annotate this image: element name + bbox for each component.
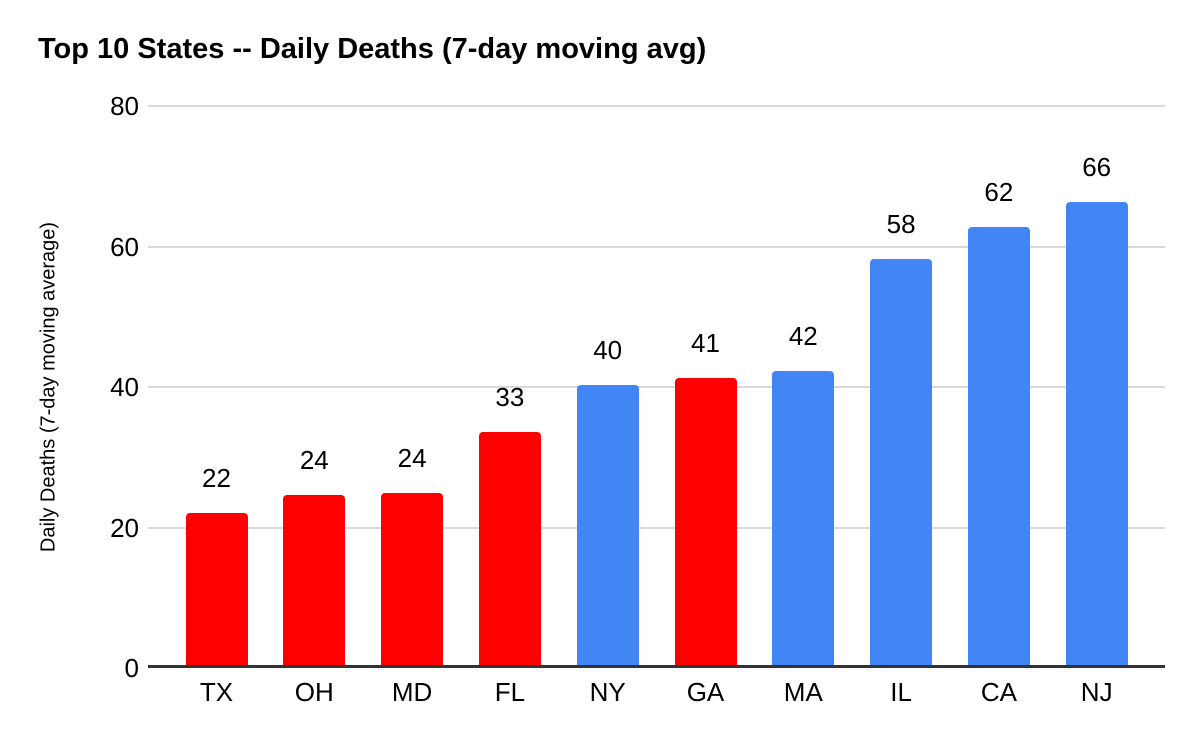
x-tick-label: MA [783, 677, 823, 707]
bar [478, 432, 541, 665]
bar-value-label: 66 [1082, 152, 1112, 183]
x-tick-label: MD [391, 677, 433, 707]
bar-value-label: 41 [691, 328, 720, 359]
x-tick-label: NJ [1080, 677, 1113, 707]
y-tick-label: 60 [110, 231, 139, 262]
bar-value-label: 62 [984, 177, 1014, 208]
gridline [148, 245, 1165, 248]
y-tick-label: 0 [124, 653, 139, 683]
x-tick-label: FL [494, 677, 526, 707]
bar-value-label: 33 [495, 382, 525, 413]
x-tick-label: GA [686, 677, 725, 707]
bar-value-label: 40 [593, 334, 623, 365]
gridline [148, 386, 1165, 388]
x-tick-label: IL [890, 677, 912, 707]
x-tick-label: CA [980, 677, 1017, 707]
x-tick-label: NY [589, 677, 626, 707]
plot-area: 22 24 24 33 40 41 42 58 62 66 [148, 105, 1165, 668]
bar-value-label: 58 [886, 208, 916, 239]
y-tick-label: 20 [110, 512, 139, 543]
bar [283, 495, 346, 665]
bar [1065, 202, 1128, 665]
bar [674, 378, 737, 665]
chart-title: Top 10 States -- Daily Deaths (7-day mov… [38, 33, 707, 65]
bar-value-label: 22 [202, 462, 231, 493]
bar-value-label: 24 [299, 445, 329, 475]
bar [870, 258, 933, 665]
y-tick-label: 40 [110, 372, 139, 402]
bar [185, 512, 248, 665]
bar [576, 384, 639, 665]
gridline [148, 105, 1165, 107]
bar [772, 370, 835, 665]
bar-value-label: 42 [788, 320, 818, 351]
bar [967, 227, 1030, 665]
y-tick-label: 80 [110, 91, 139, 121]
x-tick-label: TX [199, 677, 234, 707]
gridline [148, 526, 1165, 529]
bar-value-label: 24 [397, 442, 427, 473]
bar [381, 492, 444, 665]
x-tick-label: OH [294, 677, 334, 707]
